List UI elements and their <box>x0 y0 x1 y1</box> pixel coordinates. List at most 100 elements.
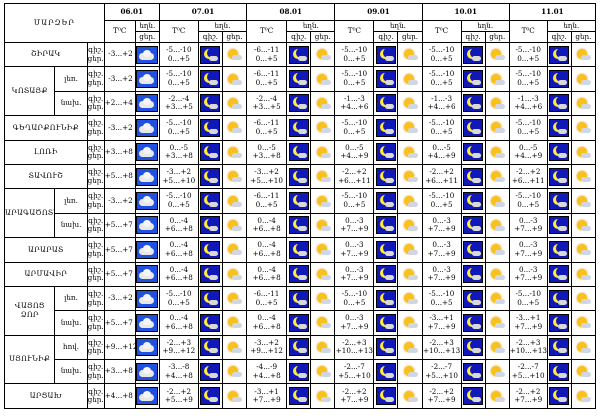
day-temp: +4...+8 <box>252 370 281 380</box>
sun-cloud-icon <box>225 96 243 111</box>
day-weather-cell <box>221 41 248 68</box>
temp-cell: -2...-7 +5...+10 <box>421 359 462 385</box>
day-temp: +10...+13 <box>509 346 547 356</box>
temp-cell: -3...+1 +7...+9 <box>246 383 288 409</box>
region-row: նախ. գիշ. ցեր. +5...+7 0...-4 +6...+8 0...-4 +6… <box>5 310 597 336</box>
night-moon-icon <box>288 265 309 284</box>
night-weather-cell <box>460 212 486 239</box>
night-moon-icon <box>463 167 484 186</box>
night-moon-icon <box>463 70 484 89</box>
day-temp: 0...+5 <box>517 126 540 136</box>
temp-cell: -6...-11 0...+5 <box>246 115 288 141</box>
day-temp: 0...+5 <box>167 78 190 88</box>
night-moon-icon <box>288 192 309 211</box>
temp-cell: -5...-10 0...+5 <box>421 41 462 68</box>
temp-value: -3...+2 <box>108 73 133 83</box>
temp-cell: -2...+2 +6...+11 <box>334 163 375 190</box>
temp-cell: -5...-10 0...+5 <box>158 66 199 92</box>
date-header: 08.01 <box>246 3 336 21</box>
date-header: 09.01 <box>334 3 423 21</box>
night-weather-cell <box>373 66 399 92</box>
weather-cell <box>134 359 160 385</box>
night-temp: -1...-3 <box>517 93 539 103</box>
sun-cloud-icon <box>225 218 243 233</box>
temp-cell: -5...-10 0...+5 <box>421 66 462 92</box>
night-weather-cell <box>286 383 312 409</box>
day-weather-cell <box>570 66 597 92</box>
night-temp: -2...+2 <box>166 386 192 396</box>
temp-cell: -3...+2 <box>103 115 136 141</box>
day-temp: 0...+5 <box>255 78 278 88</box>
night-weather-cell <box>373 237 399 263</box>
night-moon-icon <box>200 362 221 381</box>
night-weather-cell <box>546 212 572 239</box>
day-weather-cell <box>570 285 597 312</box>
night-temp: -5...-10 <box>428 289 455 298</box>
night-header: գիշ. <box>286 31 312 43</box>
temp-cell: -5...-10 0...+5 <box>421 115 462 141</box>
night-temp: 0...-4 <box>257 240 276 250</box>
night-moon-icon <box>288 240 309 259</box>
day-temp: +5...+10 <box>250 175 283 185</box>
sun-cloud-icon <box>225 340 243 355</box>
night-weather-cell <box>546 66 572 92</box>
night-weather-cell <box>546 285 572 312</box>
night-header: գիշ. <box>546 31 572 43</box>
sun-cloud-icon <box>225 194 243 209</box>
night-weather-cell <box>373 334 399 361</box>
night-weather-cell <box>460 115 486 141</box>
daypart-labels: գիշ. ցեր. <box>86 139 105 165</box>
daypart-labels: գիշ. ցեր. <box>86 66 105 92</box>
sun-cloud-icon <box>488 291 506 306</box>
day-label: ցեր. <box>87 200 104 210</box>
temp-value: +5...+7 <box>104 317 133 327</box>
day-temp: +7...+9 <box>340 248 369 258</box>
night-temp: -6...-11 <box>253 118 280 128</box>
day-weather-cell <box>397 285 423 312</box>
day-temp: 0...+5 <box>430 78 453 88</box>
temp-cell: 0...-3 +7...+9 <box>421 212 462 239</box>
sun-cloud-icon <box>225 291 243 306</box>
night-moon-icon <box>200 313 221 332</box>
day-temp: +6...+11 <box>338 175 371 185</box>
sun-cloud-icon <box>401 364 419 379</box>
day-weather-cell <box>310 383 336 409</box>
region-row: նախ. գիշ. ցեր. +3...+8 -3...-8 +4...+8 -4...-9… <box>5 359 597 385</box>
temp-cell: -2...+2 +6...+11 <box>508 163 548 190</box>
temp-cell: 0...-5 +4...+9 <box>334 139 375 165</box>
region-row: ԱՐԱՐԱՏ գիշ. ցեր. +5...+7 0...-4 +6...+8 0...-4… <box>4 237 597 263</box>
night-temp: -5...-10 <box>515 289 541 298</box>
temp-value: -3...+2 <box>108 195 133 205</box>
day-temp: 0...+5 <box>167 126 190 136</box>
temp-value: +3...+8 <box>104 366 133 376</box>
day-weather-cell <box>310 359 336 385</box>
sun-cloud-icon <box>488 72 506 87</box>
night-temp: -5...-10 <box>428 118 455 128</box>
day-weather-cell <box>221 188 248 214</box>
day-weather-cell <box>310 237 336 263</box>
night-temp: 0...-5 <box>257 142 276 152</box>
day-weather-cell <box>397 188 423 214</box>
temp-cell: 0...-3 +7...+9 <box>334 212 375 239</box>
night-weather-cell <box>197 383 223 409</box>
night-moon-icon <box>375 265 396 284</box>
day-temp: +5...+9 <box>164 395 193 405</box>
region-name: ՎԱՅՈՑ ՁՈՐ <box>3 285 56 336</box>
night-weather-cell <box>373 359 399 385</box>
night-temp: -2...-7 <box>431 362 453 372</box>
night-weather-cell <box>546 90 572 117</box>
day-temp: 0...+5 <box>343 78 366 88</box>
temp-value: +9...+12 <box>104 342 136 352</box>
temp-cell: -5...-10 0...+5 <box>158 188 199 214</box>
day-temp: +6...+11 <box>425 175 458 185</box>
region-row: ՏԱՎՈՒՇ գիշ. ցեր. +5...+8 -3...+2 +5...+10 -3..… <box>4 163 597 190</box>
sun-cloud-icon <box>574 389 592 404</box>
subregion-label: լեռ. <box>54 66 88 92</box>
sun-cloud-icon <box>574 120 592 135</box>
region-row: ԼՈՌԻ գիշ. ցեր. +3...+8 0...-5 +3...+8 0...-5 +3… <box>4 139 597 165</box>
region-row: ԱՐՑԱԽ գիշ. ցեր. +4...+8 -2...+2 +5...+9 -3...+… <box>4 383 597 409</box>
daypart-labels: գիշ. ցեր. <box>86 261 105 287</box>
temp-cell: 0...-4 +6...+8 <box>246 261 288 287</box>
sun-cloud-icon <box>401 389 419 404</box>
day-weather-cell <box>484 359 510 385</box>
